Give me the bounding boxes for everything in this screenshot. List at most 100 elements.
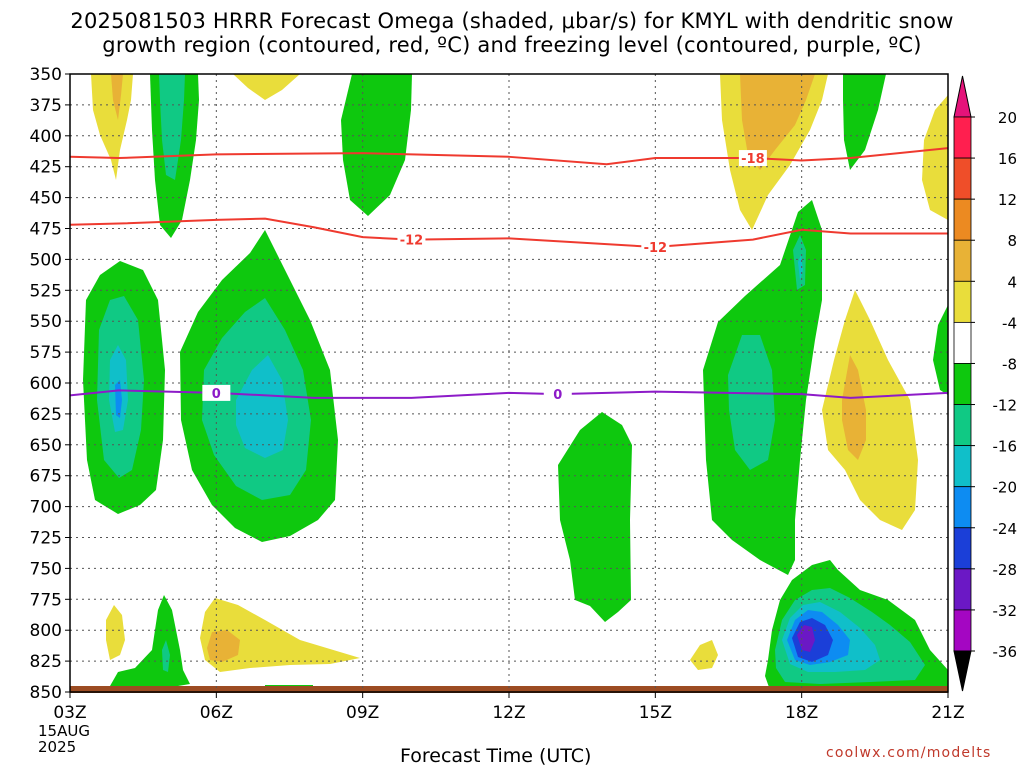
colorbar-segment [953,486,972,529]
colorbar-segment [953,363,972,405]
colorbar-segment [953,568,972,611]
contour-line [70,389,948,399]
x-axis-title: Forecast Time (UTC) [400,745,592,767]
x-tick-label: 03Z [53,703,86,723]
contour-label-bg [543,386,572,403]
colorbar-label: -16 [993,438,1018,456]
credit-link[interactable]: coolwx.com/modelts [826,745,992,761]
colorbar-label: 16 [998,150,1017,168]
omega-region [110,595,190,688]
y-tick-label: 700 [30,498,62,518]
colorbar-label: -20 [993,479,1018,497]
y-tick-label: 500 [30,250,62,270]
omega-region [843,74,886,170]
omega-region [106,605,125,660]
chart-title-line-1: 2025081503 HRRR Forecast Omega (shaded, … [70,9,954,33]
colorbar-label: -36 [993,643,1018,661]
x-tick-label: 12Z [492,703,525,723]
x-tick-label: 09Z [346,703,379,723]
contour-label: 0 [212,387,221,402]
x-tick-label: 15Z [639,703,672,723]
y-tick-label: 800 [30,621,62,641]
colorbar-label: -32 [993,602,1018,620]
y-tick-label: 825 [30,652,62,672]
colorbar-segment [953,404,972,447]
omega-region [159,74,185,180]
colorbar-segment [953,445,972,488]
y-tick-label: 725 [30,529,62,549]
colorbar-segment [953,157,972,200]
contour-label: -18 [741,152,765,167]
colorbar-segment [953,239,972,282]
colorbar-label: 4 [1007,273,1017,291]
y-tick-label: 400 [30,127,62,147]
omega-region [236,355,288,458]
omega-region [200,598,360,672]
x-axis: 03Z 06Z 09Z 12Z 15Z 18Z 21Z [53,692,965,723]
omega-region [728,335,775,470]
y-tick-label: 375 [30,96,62,116]
colorbar-label: 20 [998,109,1017,127]
colorbar-segment [953,116,972,159]
colorbar-segment [953,609,972,652]
colorbar-label: 12 [998,191,1017,209]
y-tick-label: 625 [30,405,62,425]
y-tick-label: 450 [30,189,62,209]
omega-region [842,355,866,460]
y-tick-label: 775 [30,590,62,610]
y-tick-label: 675 [30,467,62,487]
x-tick-label: 18Z [785,703,818,723]
y-tick-label: 850 [30,683,62,703]
x-tick-label: 21Z [931,703,964,723]
date-label-day: 15AUG [38,722,90,740]
omega-region [933,305,948,395]
colorbar-label: -24 [993,520,1018,538]
contour-line [70,147,948,166]
grid-lines [70,74,948,692]
y-tick-label: 350 [30,65,62,85]
omega-region [233,74,300,100]
contour-label: 0 [553,388,562,403]
contour-labels: -18 -12 -12 0 0 [202,150,767,403]
colorbar-segment [953,527,972,570]
y-tick-label: 575 [30,343,62,363]
colorbar-segment [953,321,972,364]
omega-shading-layer [83,74,948,690]
colorbar-segment [953,280,972,323]
colorbar-bottom-arrow [953,650,972,692]
x-tick-label: 06Z [200,703,233,723]
contour-label: -12 [644,241,668,256]
colorbar-label: -4 [1002,314,1017,332]
y-tick-label: 475 [30,220,62,240]
colorbar-label: -12 [993,397,1018,415]
omega-region [111,74,123,120]
colorbar-label: -8 [1002,355,1017,373]
omega-region [922,95,948,220]
contour-label-bg [397,231,426,248]
y-tick-label: 650 [30,436,62,456]
y-tick-label: 600 [30,374,62,394]
omega-colorbar: 20 16 12 8 4 -4 -8 -12 -16 -20 -24 -28 -32 -36 [953,75,1018,692]
omega-region [822,290,918,530]
ground-surface [70,686,948,693]
omega-region [558,412,632,622]
y-tick-label: 525 [30,281,62,301]
chart-title-line-2: growth region (contoured, red, ºC) and f… [102,33,922,57]
omega-region [207,630,240,662]
contour-label: -12 [400,234,424,249]
omega-region [91,74,133,180]
omega-region [162,640,170,672]
colorbar-label: 8 [1007,232,1017,250]
colorbar-top-arrow [953,75,972,118]
y-axis: 350 375 400 425 450 475 500 525 550 575 600 625 650 6… [30,65,70,703]
y-tick-label: 425 [30,158,62,178]
date-label-year: 2025 [38,738,77,756]
omega-region [341,74,412,216]
colorbar-label: -28 [993,561,1018,579]
omega-region [690,640,718,670]
y-tick-label: 750 [30,559,62,579]
contour-label-bg [738,150,767,167]
contour-label-bg [641,239,670,256]
contour-label-bg [202,384,231,401]
